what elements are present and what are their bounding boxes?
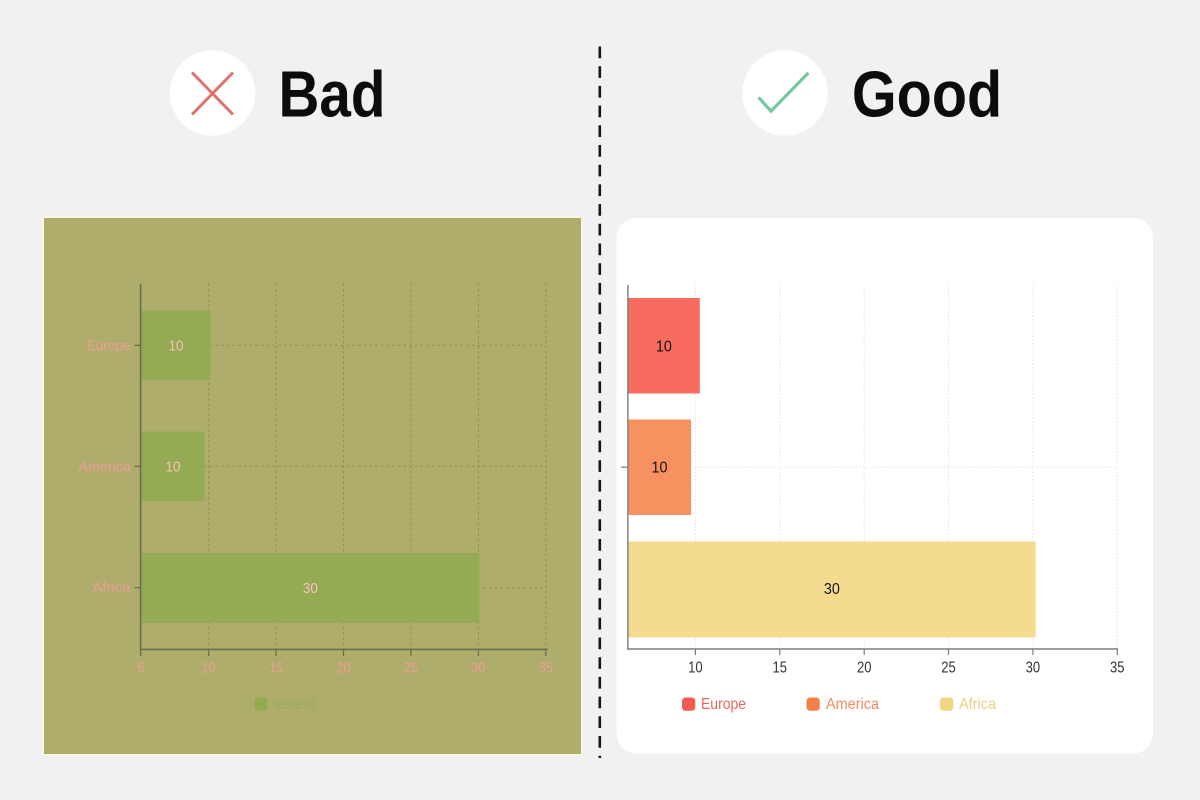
- svg-text:America: America: [826, 696, 879, 713]
- svg-text:30: 30: [471, 660, 486, 676]
- svg-text:15: 15: [773, 660, 788, 677]
- svg-text:10: 10: [201, 660, 216, 676]
- svg-text:10: 10: [652, 460, 668, 477]
- svg-text:25: 25: [404, 660, 419, 676]
- svg-text:Europe: Europe: [87, 338, 131, 354]
- svg-text:20: 20: [857, 660, 872, 677]
- svg-text:20: 20: [336, 660, 351, 676]
- svg-text:10: 10: [169, 338, 184, 355]
- svg-text:10: 10: [656, 338, 672, 355]
- svg-text:10: 10: [688, 660, 703, 677]
- svg-text:30: 30: [303, 580, 318, 597]
- svg-text:series1: series1: [274, 696, 318, 713]
- svg-text:30: 30: [824, 581, 840, 598]
- svg-text:Europe: Europe: [701, 696, 746, 713]
- svg-text:Africa: Africa: [959, 696, 996, 713]
- svg-text:Africa: Africa: [93, 581, 132, 597]
- svg-text:10: 10: [166, 459, 181, 476]
- svg-text:35: 35: [1110, 660, 1125, 677]
- svg-text:Bad: Bad: [279, 58, 386, 131]
- svg-text:America: America: [79, 459, 132, 475]
- svg-text:30: 30: [1026, 660, 1041, 677]
- svg-text:25: 25: [941, 660, 956, 677]
- svg-text:Good: Good: [852, 58, 1002, 131]
- svg-text:35: 35: [539, 660, 554, 676]
- svg-text:5: 5: [137, 660, 145, 676]
- svg-text:15: 15: [269, 660, 284, 676]
